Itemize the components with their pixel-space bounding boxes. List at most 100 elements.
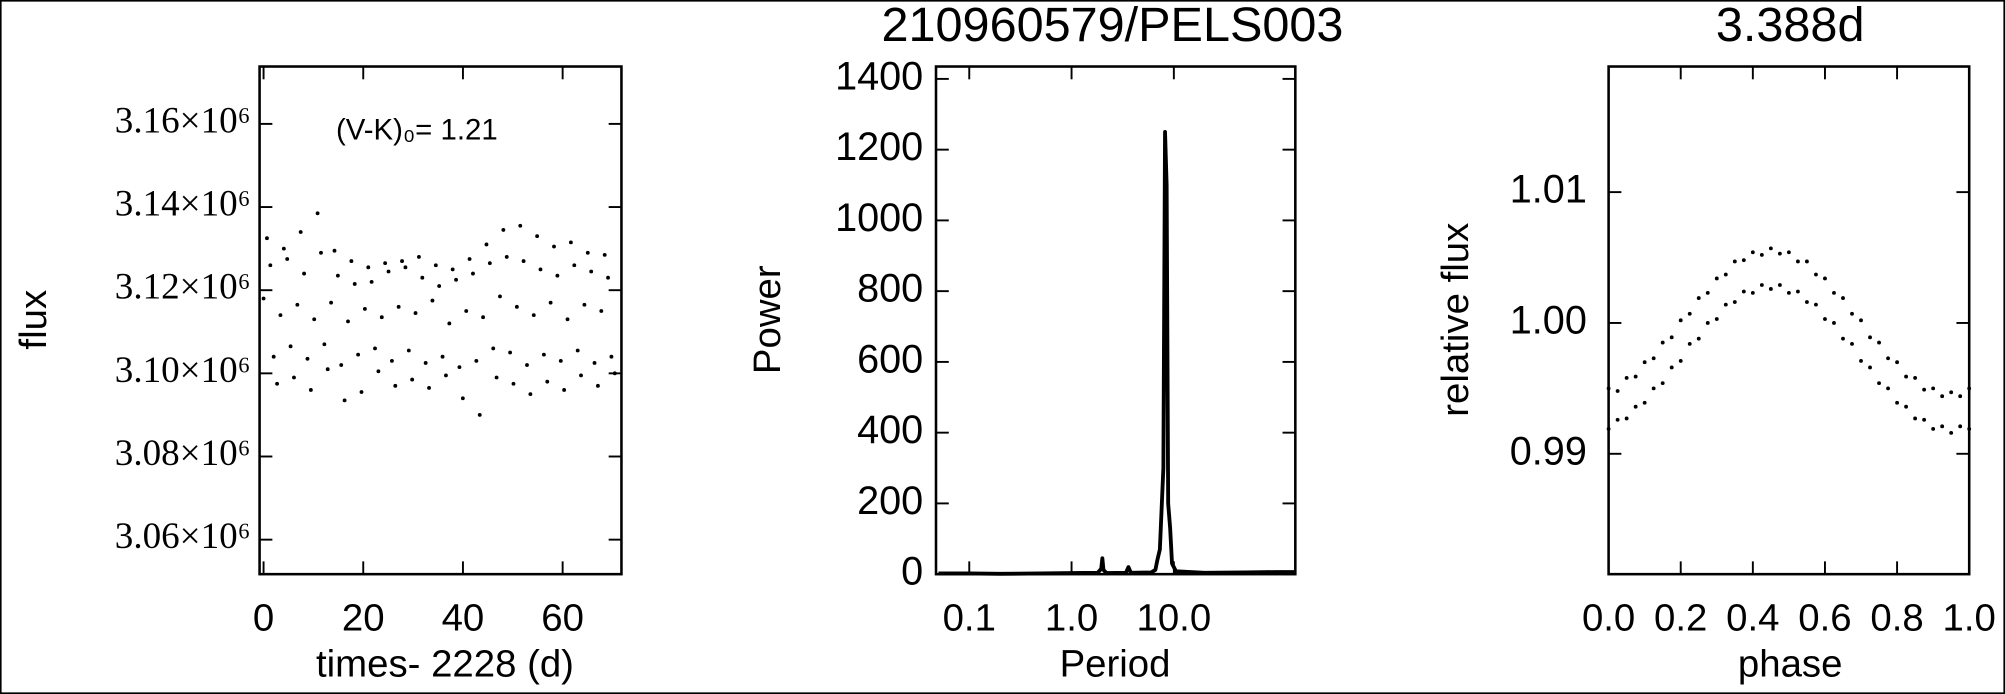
data-point [400, 259, 404, 264]
data-point [464, 309, 469, 313]
data-point [265, 236, 269, 241]
data-point [589, 269, 594, 274]
data-point [376, 369, 381, 374]
data-point [1904, 404, 1909, 409]
periodogram-line [938, 130, 1295, 576]
data-point [332, 248, 337, 253]
data-point [1958, 424, 1963, 429]
data-point [592, 361, 597, 365]
data-point [268, 263, 273, 268]
y-tick-label: 200 [857, 479, 923, 523]
data-point [302, 271, 307, 276]
data-point [1931, 386, 1936, 391]
data-point [1651, 356, 1656, 361]
y-tick-label: 3.10×10⁶ [115, 350, 251, 391]
data-point [420, 275, 425, 280]
chart-title: 210960579/PELS003 [882, 0, 1344, 52]
data-point [393, 383, 398, 388]
chart-title: 3.388d [1716, 0, 1865, 52]
data-point [1750, 290, 1755, 295]
data-point [437, 284, 442, 288]
data-point [606, 275, 610, 280]
data-point [1913, 416, 1918, 421]
data-point [430, 298, 435, 303]
data-point [1805, 300, 1809, 304]
data-point [339, 363, 344, 367]
data-point [1904, 374, 1909, 379]
data-point [471, 271, 475, 276]
data-point [1723, 302, 1728, 307]
data-point [585, 250, 590, 255]
data-point [498, 294, 502, 299]
data-point [582, 302, 587, 307]
data-point [484, 242, 489, 247]
data-point [1606, 386, 1611, 391]
annotation: (V-K)₀= 1.21 [336, 113, 498, 146]
data-point [1660, 340, 1665, 345]
data-point [1949, 430, 1954, 435]
y-tick-label: 3.14×10⁶ [115, 184, 251, 225]
data-point [481, 315, 485, 320]
data-point [562, 388, 567, 392]
data-point [548, 300, 553, 305]
data-point [440, 354, 445, 359]
data-point [1777, 251, 1782, 256]
x-tick-label: 60 [541, 596, 584, 639]
data-point [1750, 250, 1755, 255]
data-point [427, 385, 431, 390]
data-point [511, 381, 516, 386]
data-point [342, 398, 347, 403]
data-point [555, 273, 560, 278]
data-point [1678, 358, 1683, 363]
data-point [325, 367, 330, 372]
data-point [460, 396, 465, 401]
data-point [1723, 272, 1728, 277]
data-point [1741, 258, 1746, 263]
data-point [1841, 296, 1845, 301]
y-tick-label: 3.12×10⁶ [115, 267, 251, 308]
data-point [467, 257, 472, 261]
data-point [599, 309, 604, 313]
data-point [1732, 300, 1737, 304]
data-point [1606, 427, 1611, 431]
data-point [1922, 417, 1927, 422]
data-point [359, 390, 364, 394]
data-point [545, 379, 550, 384]
data-point [1714, 317, 1719, 321]
x-axis-label: phase [1738, 642, 1843, 685]
data-point [1624, 416, 1629, 421]
data-point [1642, 360, 1647, 365]
x-tick-label: 0.0 [1582, 596, 1635, 639]
data-point [444, 373, 448, 378]
data-point [1768, 287, 1773, 291]
y-axis-label: Power [746, 265, 789, 374]
data-point [1615, 389, 1620, 393]
y-axis-label: relative flux [1434, 223, 1477, 417]
x-tick-label: 0.2 [1654, 596, 1707, 639]
data-point [1850, 311, 1854, 316]
data-point [494, 375, 499, 380]
y-tick-label: 0 [901, 550, 923, 594]
data-point [319, 250, 323, 255]
data-point [275, 381, 279, 386]
data-point [1642, 400, 1647, 405]
data-point [531, 313, 536, 318]
data-point [538, 267, 543, 272]
y-tick-label: 600 [857, 337, 923, 381]
data-point [298, 230, 303, 234]
data-point [1940, 424, 1945, 429]
data-point [447, 321, 452, 326]
y-tick-label: 3.16×10⁶ [115, 100, 251, 141]
data-point [292, 375, 296, 380]
data-point [1931, 427, 1936, 431]
data-point [1868, 365, 1872, 370]
data-point [474, 358, 479, 363]
data-point [541, 352, 546, 357]
data-point [356, 352, 361, 357]
data-point [609, 354, 614, 359]
data-point [1795, 259, 1800, 264]
x-tick-label: 40 [442, 596, 485, 639]
data-point [406, 348, 411, 353]
data-point [1913, 375, 1918, 380]
